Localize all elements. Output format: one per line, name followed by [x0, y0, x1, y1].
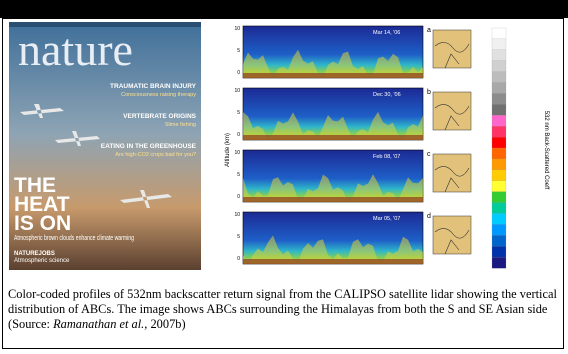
- colorbar-cell: [492, 246, 506, 257]
- caption: Color-coded profiles of 532nm backscatte…: [8, 287, 560, 332]
- panel-date: Feb 08, '07: [373, 154, 400, 160]
- story-sub: Consciousness raising therapy: [121, 92, 196, 98]
- colorbar-label: 532 nm Back-Scattered Coeff: [543, 111, 549, 190]
- caption-author: Ramanathan et al.: [53, 317, 144, 331]
- panel-date: Mar 05, '07: [373, 216, 400, 222]
- y-tick-label: 0: [237, 256, 240, 262]
- y-tick-label: 5: [237, 110, 240, 116]
- y-tick-label: 0: [237, 194, 240, 200]
- colorbar-cell: [492, 192, 506, 203]
- story-sub: Are high-CO2 crops bad for you?: [115, 152, 196, 158]
- story-title: VERTEBRATE ORIGINS: [123, 113, 196, 120]
- colorbar-cell: [492, 126, 506, 137]
- colorbar-cell: [492, 181, 506, 192]
- y-tick-label: 10: [234, 26, 240, 32]
- panel-label: c: [427, 151, 431, 158]
- surface-strip: [243, 73, 423, 78]
- y-tick-label: 10: [234, 88, 240, 94]
- y-axis-label: Altitude (km): [225, 133, 231, 167]
- colorbar-cell: [492, 235, 506, 246]
- colorbar-cell: [492, 61, 506, 72]
- y-tick-label: 0: [237, 132, 240, 138]
- colorbar-cell: [492, 72, 506, 83]
- y-tick-label: 10: [234, 212, 240, 218]
- panel-date: Dec 30, '06: [373, 92, 401, 98]
- colorbar-cell: [492, 39, 506, 50]
- colorbar-cell: [492, 257, 506, 268]
- page: nature TRAUMATIC BRAIN INJURY Consciousne…: [0, 0, 568, 354]
- colorbar-cell: [492, 104, 506, 115]
- colorbar-cell: [492, 50, 506, 61]
- y-tick-label: 10: [234, 150, 240, 156]
- surface-strip: [243, 197, 423, 202]
- colorbar-cell: [492, 28, 506, 39]
- surface-strip: [243, 135, 423, 140]
- colorbar-cell: [492, 170, 506, 181]
- panel-label: a: [427, 27, 431, 34]
- story-sub: Slime fishing: [165, 122, 196, 128]
- colorbar-cell: [492, 115, 506, 126]
- panel-label: d: [427, 213, 431, 220]
- colorbar-cell: [492, 203, 506, 214]
- story-title: EATING IN THE GREENHOUSE: [101, 143, 197, 150]
- figure: nature TRAUMATIC BRAIN INJURY Consciousne…: [0, 0, 568, 285]
- colorbar-cell: [492, 93, 506, 104]
- story-title: TRAUMATIC BRAIN INJURY: [110, 83, 197, 90]
- y-tick-label: 5: [237, 48, 240, 54]
- cover-headline: IS ON: [14, 212, 71, 235]
- colorbar-cell: [492, 148, 506, 159]
- colorbar-cell: [492, 213, 506, 224]
- cover-footer: NATUREJOBS: [14, 251, 55, 257]
- cover-subhead: Atmospheric brown clouds enhance climate…: [14, 235, 134, 242]
- surface-strip: [243, 259, 423, 264]
- colorbar-cell: [492, 224, 506, 235]
- colorbar-cell: [492, 83, 506, 94]
- panel-date: Mar 14, '06: [373, 30, 400, 36]
- cover-footer: Atmospheric science: [14, 258, 70, 264]
- colorbar-cell: [492, 159, 506, 170]
- panel-label: b: [427, 89, 431, 96]
- colorbar-cell: [492, 137, 506, 148]
- y-tick-label: 5: [237, 172, 240, 178]
- caption-suffix: , 2007b): [144, 317, 185, 331]
- masthead: nature: [18, 24, 133, 75]
- y-tick-label: 0: [237, 70, 240, 76]
- y-tick-label: 5: [237, 234, 240, 240]
